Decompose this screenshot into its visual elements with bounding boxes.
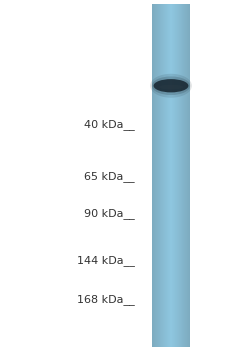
Bar: [175, 4, 176, 346]
Bar: [160, 4, 161, 346]
Bar: [159, 4, 160, 346]
Bar: [173, 4, 174, 346]
Bar: [185, 4, 186, 346]
Bar: [188, 4, 189, 346]
Bar: [184, 4, 185, 346]
Bar: [180, 4, 181, 346]
Bar: [154, 4, 155, 346]
Bar: [172, 4, 173, 346]
Ellipse shape: [150, 74, 192, 98]
Bar: [189, 4, 190, 346]
Text: 90 kDa__: 90 kDa__: [84, 208, 135, 219]
Bar: [156, 4, 157, 346]
Bar: [186, 4, 187, 346]
Bar: [155, 4, 156, 346]
Bar: [183, 4, 184, 346]
Bar: [172, 4, 173, 346]
Bar: [165, 4, 166, 346]
Bar: [177, 4, 178, 346]
Bar: [182, 4, 183, 346]
Text: 168 kDa__: 168 kDa__: [77, 294, 135, 305]
Bar: [171, 4, 172, 346]
Text: 65 kDa__: 65 kDa__: [84, 171, 135, 182]
Bar: [169, 4, 170, 346]
Bar: [180, 4, 181, 346]
Bar: [170, 4, 171, 346]
Text: 40 kDa__: 40 kDa__: [84, 119, 135, 130]
Bar: [176, 4, 177, 346]
Bar: [187, 4, 188, 346]
Bar: [152, 4, 153, 346]
Bar: [154, 4, 155, 346]
Bar: [160, 4, 161, 346]
Bar: [168, 4, 169, 346]
Bar: [162, 4, 163, 346]
Bar: [152, 4, 153, 346]
Bar: [179, 4, 180, 346]
Bar: [164, 4, 165, 346]
Bar: [182, 4, 183, 346]
Bar: [174, 4, 175, 346]
Bar: [167, 4, 168, 346]
Bar: [171, 4, 172, 346]
Bar: [177, 4, 178, 346]
Bar: [158, 4, 159, 346]
Bar: [163, 4, 164, 346]
Bar: [157, 4, 158, 346]
Bar: [178, 4, 179, 346]
Ellipse shape: [159, 85, 183, 89]
Bar: [181, 4, 182, 346]
Bar: [185, 4, 186, 346]
Bar: [173, 4, 174, 346]
Ellipse shape: [153, 79, 189, 92]
Text: 144 kDa__: 144 kDa__: [77, 255, 135, 266]
Bar: [174, 4, 175, 346]
Bar: [175, 4, 176, 346]
Bar: [183, 4, 184, 346]
Bar: [188, 4, 189, 346]
Bar: [161, 4, 162, 346]
Bar: [165, 4, 166, 346]
Ellipse shape: [152, 76, 190, 95]
Bar: [163, 4, 164, 346]
Bar: [153, 4, 154, 346]
Bar: [162, 4, 163, 346]
Bar: [166, 4, 167, 346]
Bar: [186, 4, 187, 346]
